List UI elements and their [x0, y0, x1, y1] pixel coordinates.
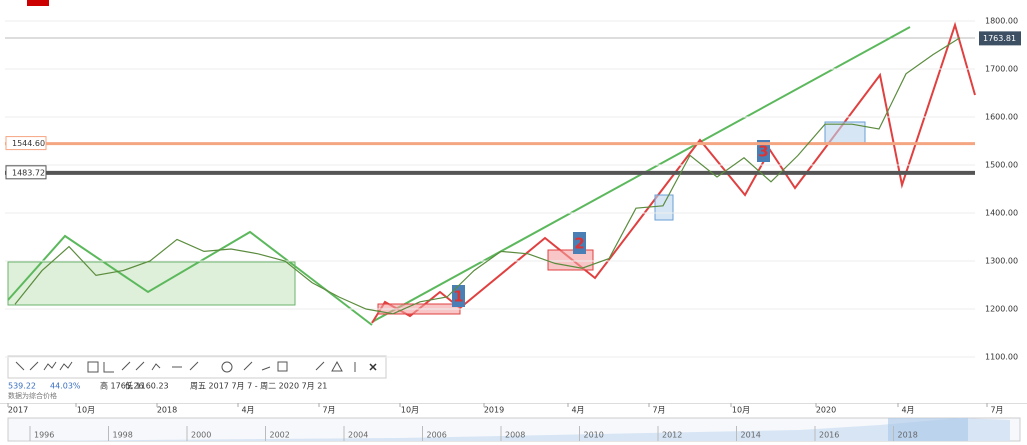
price-line [14, 37, 961, 315]
nav-label: 2016 [819, 431, 839, 440]
nav-label: 2006 [427, 431, 447, 440]
range-box [7, 261, 296, 306]
annotation-label: 1 [453, 288, 463, 306]
box [547, 249, 594, 271]
x-tick-label: 10月 [77, 406, 95, 415]
info-text: 周五 2017 7月 7 - 周二 2020 7月 21 [190, 382, 327, 391]
axis-line [0, 403, 1027, 404]
x-tick-label: 7月 [322, 406, 335, 415]
info-text: 高 1765.26 [100, 381, 144, 391]
x-tick-label: 2020 [816, 406, 836, 415]
nav-label: 2008 [505, 431, 525, 440]
level-label: 1544.60 [12, 139, 45, 148]
annotation-box [573, 232, 586, 254]
x-tick-label: 2019 [484, 406, 504, 415]
note: 数据为综合价格 [8, 391, 57, 400]
info-text: 539.22 [8, 382, 36, 391]
nav-label: 1996 [34, 431, 54, 440]
x-tick-label: 7月 [652, 406, 665, 415]
annotation-label: 2 [574, 235, 584, 253]
info-text: 44.03% [50, 382, 81, 391]
toolbar [7, 355, 387, 379]
x-tick-label: 2018 [157, 406, 177, 415]
level-tag [5, 136, 47, 151]
y-tick-label: 1600.00 [985, 113, 1018, 122]
x-tick-label: 2017 [8, 406, 28, 415]
toolbar-icons [15, 360, 377, 373]
y-tick-label: 1800.00 [985, 17, 1018, 26]
y-tick-label: 1700.00 [985, 65, 1018, 74]
y-tick-label: 1100.00 [985, 353, 1018, 362]
y-tick-label: 1300.00 [985, 257, 1018, 266]
x-tick-label: 10月 [732, 406, 750, 415]
nav-label: 2000 [191, 431, 211, 440]
logo [27, 0, 49, 6]
price-tag [979, 31, 1021, 46]
annotation-box [757, 140, 770, 162]
level-tag [5, 165, 47, 180]
level-label: 1483.72 [12, 168, 45, 177]
nav-label: 2010 [584, 431, 604, 440]
x-tick-label: 4月 [571, 406, 584, 415]
nav-label: 2002 [270, 431, 290, 440]
box [654, 194, 674, 221]
nav-label: 2014 [741, 431, 761, 440]
zigzag [7, 230, 373, 326]
last-price: 1763.81 [983, 34, 1016, 43]
annotation-box [452, 285, 465, 307]
x-tick-label: 10月 [401, 406, 419, 415]
x-tick-label: 4月 [901, 406, 914, 415]
y-tick-label: 1400.00 [985, 209, 1018, 218]
nav-label: 1998 [113, 431, 133, 440]
x-tick-label: 7月 [990, 406, 1003, 415]
nav-label: 2004 [348, 431, 368, 440]
y-tick-label: 1200.00 [985, 305, 1018, 314]
navigator-area [8, 418, 1010, 441]
nav-label: 2012 [662, 431, 682, 440]
nav-label: 2018 [898, 431, 918, 440]
x-tick-label: 4月 [241, 406, 254, 415]
navigator-window [888, 418, 968, 441]
info-text: 低 1160.23 [125, 381, 169, 391]
y-tick-label: 1500.00 [985, 161, 1018, 170]
annotation-label: 3 [758, 143, 768, 161]
